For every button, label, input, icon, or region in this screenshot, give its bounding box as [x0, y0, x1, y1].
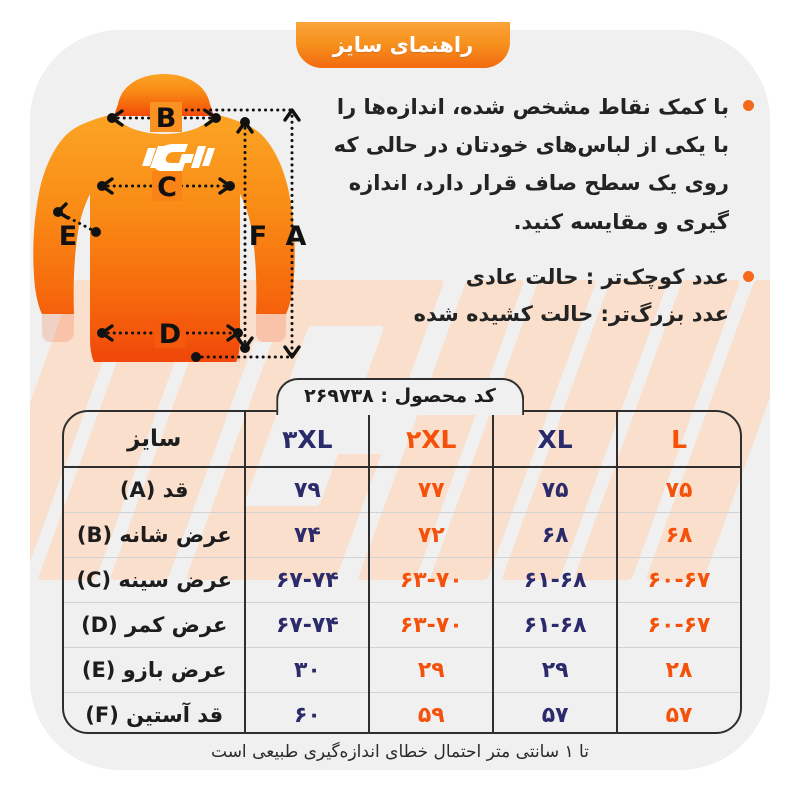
header-size-xl: XL	[492, 412, 618, 468]
cell-e-l: ۲۸	[616, 647, 740, 693]
hoodie-diagram: B C D E F A	[33, 74, 307, 362]
header-size-l: L	[616, 412, 740, 468]
header-size-2xl: ۲XL	[368, 412, 494, 468]
instruction-text-1: با کمک نقاط مشخص شده، اندازه‌ها را با یک…	[333, 95, 729, 234]
table-row: ۶۰-۶۷ ۶۱-۶۸ ۶۳-۷۰ ۶۷-۷۴ عرض سینه (C)	[64, 557, 740, 603]
cell-c-l: ۶۰-۶۷	[616, 557, 740, 603]
table-header-row: L XL ۲XL ۳XL سایز	[64, 412, 740, 468]
row-label-c: عرض سینه (C)	[64, 557, 246, 603]
size-table: L XL ۲XL ۳XL سایز ۷۵ ۷۵ ۷۷ ۷۹ قد (A) ۶۸	[62, 410, 742, 734]
row-label-b: عرض شانه (B)	[64, 512, 246, 558]
cell-d-3xl: ۶۷-۷۴	[244, 602, 370, 648]
cell-e-2xl: ۲۹	[368, 647, 494, 693]
page-title: راهنمای سایز	[332, 33, 474, 57]
size-guide-title-tab: راهنمای سایز	[296, 22, 510, 68]
cell-e-3xl: ۳۰	[244, 647, 370, 693]
row-label-f: قد آستین (F)	[85, 703, 224, 727]
table-row: ۵۷ ۵۷ ۵۹ ۶۰ قد آستین (F)	[64, 692, 740, 732]
cell-b-2xl: ۷۲	[368, 512, 494, 558]
cell-b-xl: ۶۸	[492, 512, 618, 558]
g-logo	[142, 144, 215, 172]
cell-a-3xl: ۷۹	[244, 467, 370, 513]
instructions-block: با کمک نقاط مشخص شده، اندازه‌ها را با یک…	[314, 88, 754, 334]
cell-c-xl: ۶۱-۶۸	[492, 557, 618, 603]
bullet-dot-icon	[743, 270, 754, 282]
label-B: B	[156, 103, 177, 134]
cell-c-2xl: ۶۳-۷۰	[368, 557, 494, 603]
table-row: ۷۵ ۷۵ ۷۷ ۷۹ قد (A)	[64, 467, 740, 513]
table-row: ۶۰-۶۷ ۶۱-۶۸ ۶۳-۷۰ ۶۷-۷۴ عرض کمر (D)	[64, 602, 740, 648]
bullet-dot-icon	[743, 100, 754, 111]
row-label-a: قد (A)	[64, 467, 246, 513]
instruction-text-2a: عدد کوچک‌تر : حالت عادی	[465, 264, 729, 289]
cell-f-3xl: ۶۰	[244, 692, 370, 732]
table-row: ۲۸ ۲۹ ۲۹ ۳۰ عرض بازو (E)	[64, 647, 740, 693]
cell-e-xl: ۲۹	[492, 647, 618, 693]
measurement-tolerance-note: تا ۱ سانتی متر احتمال خطای اندازه‌گیری ط…	[211, 742, 589, 762]
label-F: F	[249, 221, 267, 252]
cell-f-xl: ۵۷	[492, 692, 618, 732]
instruction-bullet-1: با کمک نقاط مشخص شده، اندازه‌ها را با یک…	[314, 88, 754, 241]
cell-d-xl: ۶۱-۶۸	[492, 602, 618, 648]
cell-a-2xl: ۷۷	[368, 467, 494, 513]
cell-d-l: ۶۰-۶۷	[616, 602, 740, 648]
cell-b-3xl: ۷۴	[244, 512, 370, 558]
cell-f-l: ۵۷	[616, 692, 740, 732]
measure-letter-labels: B C D E F A	[59, 102, 307, 350]
instruction-text-2b: عدد بزرگ‌تر: حالت کشیده شده	[413, 302, 729, 327]
label-A: A	[286, 221, 307, 252]
cell-a-xl: ۷۵	[492, 467, 618, 513]
header-label: سایز	[64, 412, 246, 468]
table-row: ۶۸ ۶۸ ۷۲ ۷۴ عرض شانه (B)	[64, 512, 740, 558]
label-E: E	[59, 221, 77, 252]
cell-d-2xl: ۶۳-۷۰	[368, 602, 494, 648]
product-code-badge: کد محصول : ۲۶۹۷۳۸	[276, 378, 524, 415]
instruction-bullet-2: عدد کوچک‌تر : حالت عادی عدد بزرگ‌تر: حال…	[314, 259, 754, 334]
label-D: D	[159, 319, 181, 350]
header-size-3xl: ۳XL	[244, 412, 370, 468]
cell-b-l: ۶۸	[616, 512, 740, 558]
row-label-e: عرض بازو (E)	[64, 647, 246, 693]
cell-a-l: ۷۵	[616, 467, 740, 513]
cell-c-3xl: ۶۷-۷۴	[244, 557, 370, 603]
cell-f-2xl: ۵۹	[368, 692, 494, 732]
row-label-d: عرض کمر (D)	[64, 602, 246, 648]
label-C: C	[157, 172, 177, 203]
